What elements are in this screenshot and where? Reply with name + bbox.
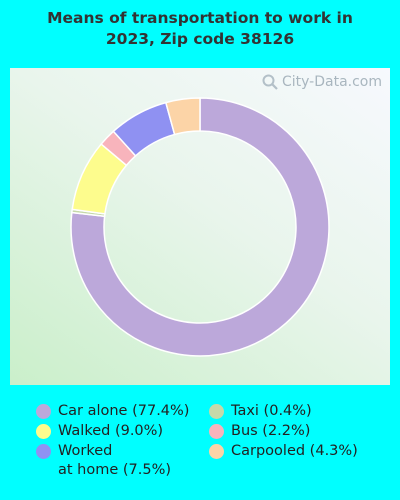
slice-car-alone — [70, 97, 330, 357]
chart-title: Means of transportation to work in 2023,… — [47, 9, 353, 48]
search-icon — [262, 74, 278, 90]
legend-swatch-taxi — [209, 404, 224, 419]
legend-item-worked-at-home: Worked at home (7.5%) — [36, 442, 171, 480]
legend-swatch-worked-at-home — [36, 444, 51, 459]
legend-swatch-car-alone — [36, 404, 51, 419]
legend-item-bus: Bus (2.2%) — [209, 422, 310, 441]
donut-chart — [70, 97, 330, 357]
legend: Car alone (77.4%) Walked (9.0%) Worked at … — [0, 402, 400, 492]
plot-area: City-Data.com — [10, 68, 390, 385]
legend-item-car-alone: Car alone (77.4%) — [36, 402, 189, 421]
legend-item-taxi: Taxi (0.4%) — [209, 402, 312, 421]
legend-swatch-bus — [209, 424, 224, 439]
legend-swatch-carpooled — [209, 444, 224, 459]
legend-label-bus: Bus (2.2%) — [231, 423, 311, 439]
legend-swatch-walked — [36, 424, 51, 439]
legend-label-car-alone: Car alone (77.4%) — [58, 403, 190, 419]
watermark: City-Data.com — [262, 74, 382, 90]
legend-label-taxi: Taxi (0.4%) — [231, 403, 312, 419]
legend-label-carpooled: Carpooled (4.3%) — [231, 443, 358, 459]
watermark-text: City-Data.com — [281, 74, 382, 90]
legend-item-carpooled: Carpooled (4.3%) — [209, 442, 358, 461]
slice-carpooled — [164, 97, 201, 136]
legend-item-walked: Walked (9.0%) — [36, 422, 163, 441]
legend-label-worked-at-home: Worked at home (7.5%) — [58, 443, 172, 478]
legend-label-walked: Walked (9.0%) — [58, 423, 164, 439]
